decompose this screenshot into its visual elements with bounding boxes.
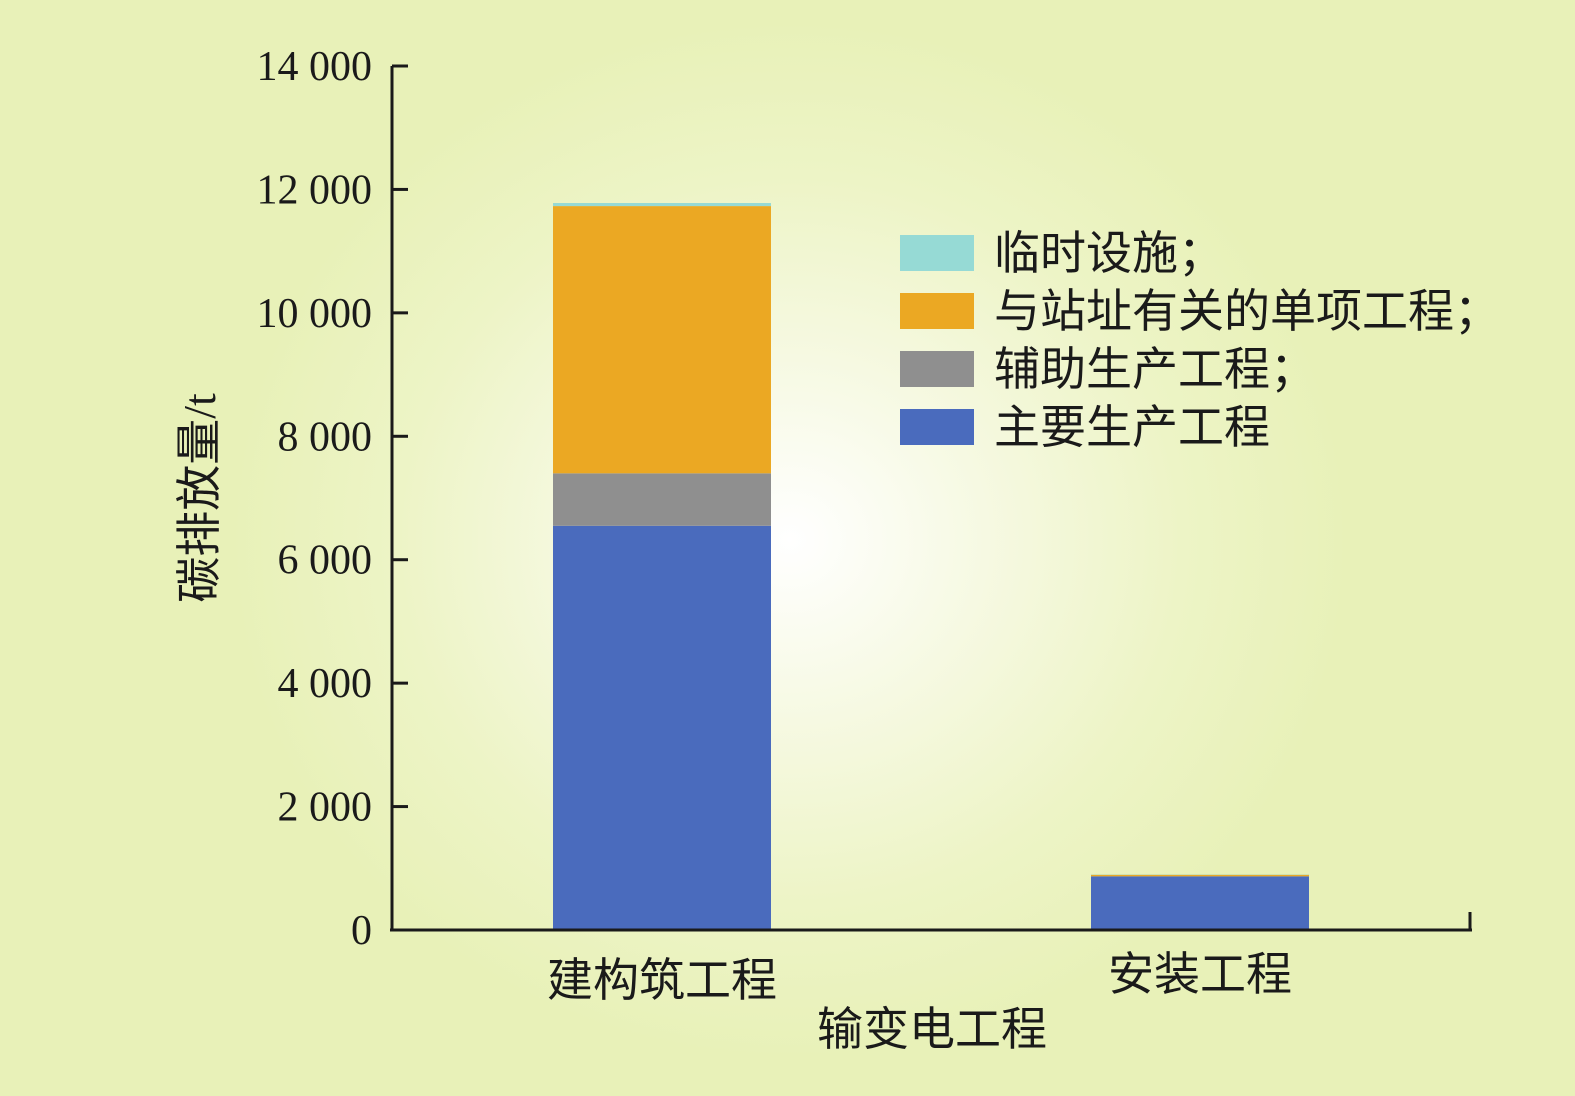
legend: 临时设施； 与站址有关的单项工程； 辅助生产工程； 主要生产工程 — [900, 228, 1500, 453]
y-ticks-group: 0 2 000 4 000 6 000 8 000 10 000 12 000 14 000 — [257, 44, 408, 954]
y-axis-title: 碳排放量/t — [174, 393, 225, 603]
bar-segment — [1091, 874, 1309, 877]
bar-segment — [553, 206, 771, 474]
legend-label: 临时设施； — [994, 228, 1224, 279]
legend-label: 主要生产工程 — [994, 402, 1270, 453]
legend-swatch — [900, 293, 974, 329]
legend-swatch — [900, 351, 974, 387]
axes-group — [390, 66, 1472, 932]
bars-group — [553, 203, 1309, 930]
x-category-label: 建构筑工程 — [547, 955, 777, 1006]
y-tick-label: 10 000 — [257, 291, 373, 337]
y-tick-label: 14 000 — [257, 44, 373, 90]
bar-segment — [1091, 876, 1309, 930]
bar-segment — [553, 203, 771, 207]
legend-label: 与站址有关的单项工程； — [994, 286, 1500, 337]
x-categories-group: 建构筑工程 安装工程 — [547, 949, 1292, 1006]
y-tick-label: 2 000 — [278, 785, 373, 831]
y-tick-label: 12 000 — [257, 167, 373, 213]
bar-segment — [553, 525, 771, 930]
y-tick-label: 0 — [351, 908, 372, 954]
y-tick-label: 8 000 — [278, 414, 373, 460]
x-axis-title: 输变电工程 — [817, 1004, 1047, 1055]
y-tick-label: 4 000 — [278, 661, 373, 707]
legend-swatch — [900, 235, 974, 271]
x-category-label: 安装工程 — [1108, 949, 1292, 1000]
legend-swatch — [900, 409, 974, 445]
legend-label: 辅助生产工程； — [994, 344, 1316, 395]
bar-segment — [553, 473, 771, 526]
y-tick-label: 6 000 — [278, 538, 373, 584]
